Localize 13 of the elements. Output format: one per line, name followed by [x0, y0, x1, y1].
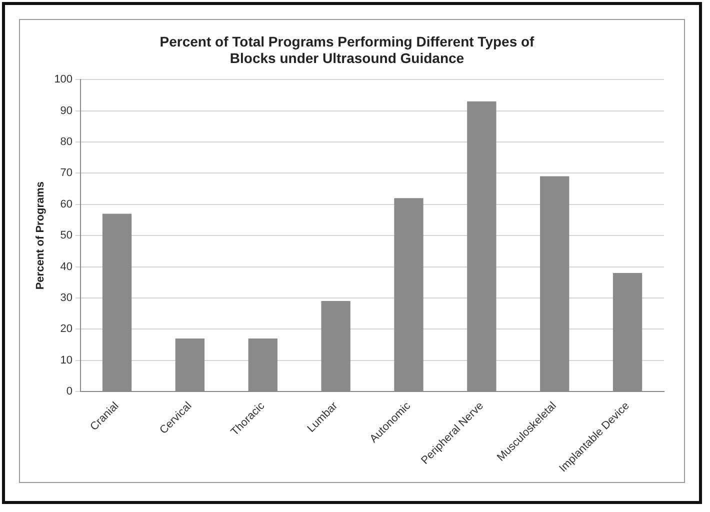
- y-tick-label: 50: [60, 230, 73, 242]
- y-tick-label: 40: [60, 260, 73, 273]
- y-tick-label: 90: [60, 104, 73, 117]
- y-axis-title: Percent of Programs: [34, 181, 47, 290]
- chart-title: Percent of Total Programs Performing Different Types of Blocks under Ultrasound Guidance: [160, 33, 535, 66]
- y-tick-label: 60: [60, 198, 73, 210]
- y-tick-label: 30: [60, 292, 73, 304]
- y-tick-label: 70: [60, 167, 73, 180]
- y-tick-label: 0: [66, 386, 73, 398]
- y-tick-label: 10: [60, 354, 73, 366]
- y-tick-label: 20: [60, 323, 73, 336]
- y-tick-label: 80: [60, 136, 73, 148]
- y-tick-label: 100: [54, 74, 73, 86]
